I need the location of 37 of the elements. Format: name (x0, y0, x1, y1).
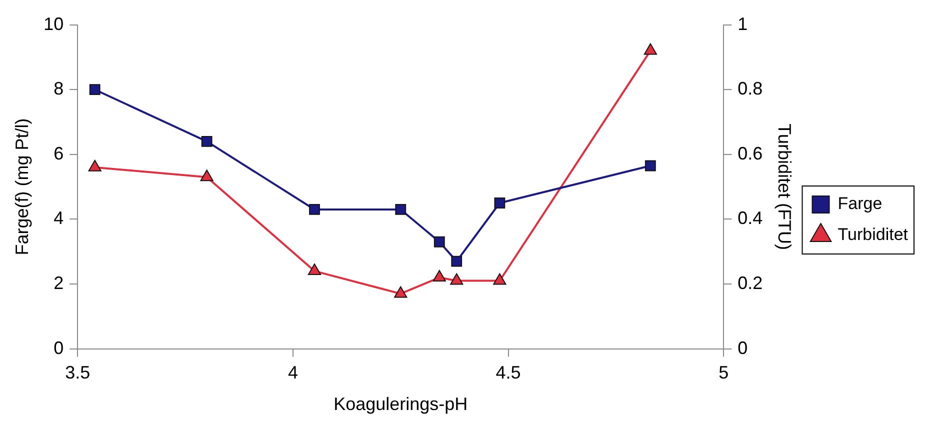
y2-tick-label: 0.4 (738, 208, 763, 228)
point (200, 170, 214, 182)
point (89, 84, 100, 96)
y-tick-label: 2 (54, 272, 64, 293)
y2-tick-label: 1 (738, 14, 748, 34)
x-tick-label: 4 (288, 362, 298, 383)
legend-label: Farge (838, 194, 882, 214)
y2-tick-label: 0.8 (738, 78, 763, 99)
point (432, 270, 446, 282)
x-tick-label: 3.5 (65, 362, 90, 383)
legend-label: Turbiditet (838, 225, 908, 244)
point (395, 204, 406, 215)
y2-tick-label: 0.6 (738, 143, 763, 164)
point (493, 273, 506, 285)
point (451, 256, 462, 267)
point (394, 286, 408, 298)
y2-tick-label: 0 (738, 338, 748, 358)
y-tick-label: 4 (54, 208, 64, 228)
y-axis-title: Farge(f) (mg Pt/l) (12, 118, 32, 256)
y2-tick-label: 0.2 (738, 272, 763, 293)
point (308, 264, 322, 276)
x-tick-label: 4.5 (496, 362, 521, 383)
point (450, 273, 464, 285)
x-tick-label: 5 (718, 362, 729, 383)
point (494, 198, 506, 208)
point (434, 236, 445, 248)
point (644, 160, 656, 172)
point (88, 160, 102, 172)
y-tick-label: 0 (54, 338, 64, 358)
x-axis-title: Koagulerings-pH (334, 394, 468, 414)
y-tick-label: 8 (54, 78, 64, 99)
point (201, 136, 212, 147)
point (644, 43, 657, 55)
y-tick-label: 6 (54, 143, 64, 164)
point (309, 204, 320, 215)
y2-axis-title: Turbiditet (FTU) (774, 124, 794, 250)
y-tick-label: 10 (44, 14, 64, 34)
